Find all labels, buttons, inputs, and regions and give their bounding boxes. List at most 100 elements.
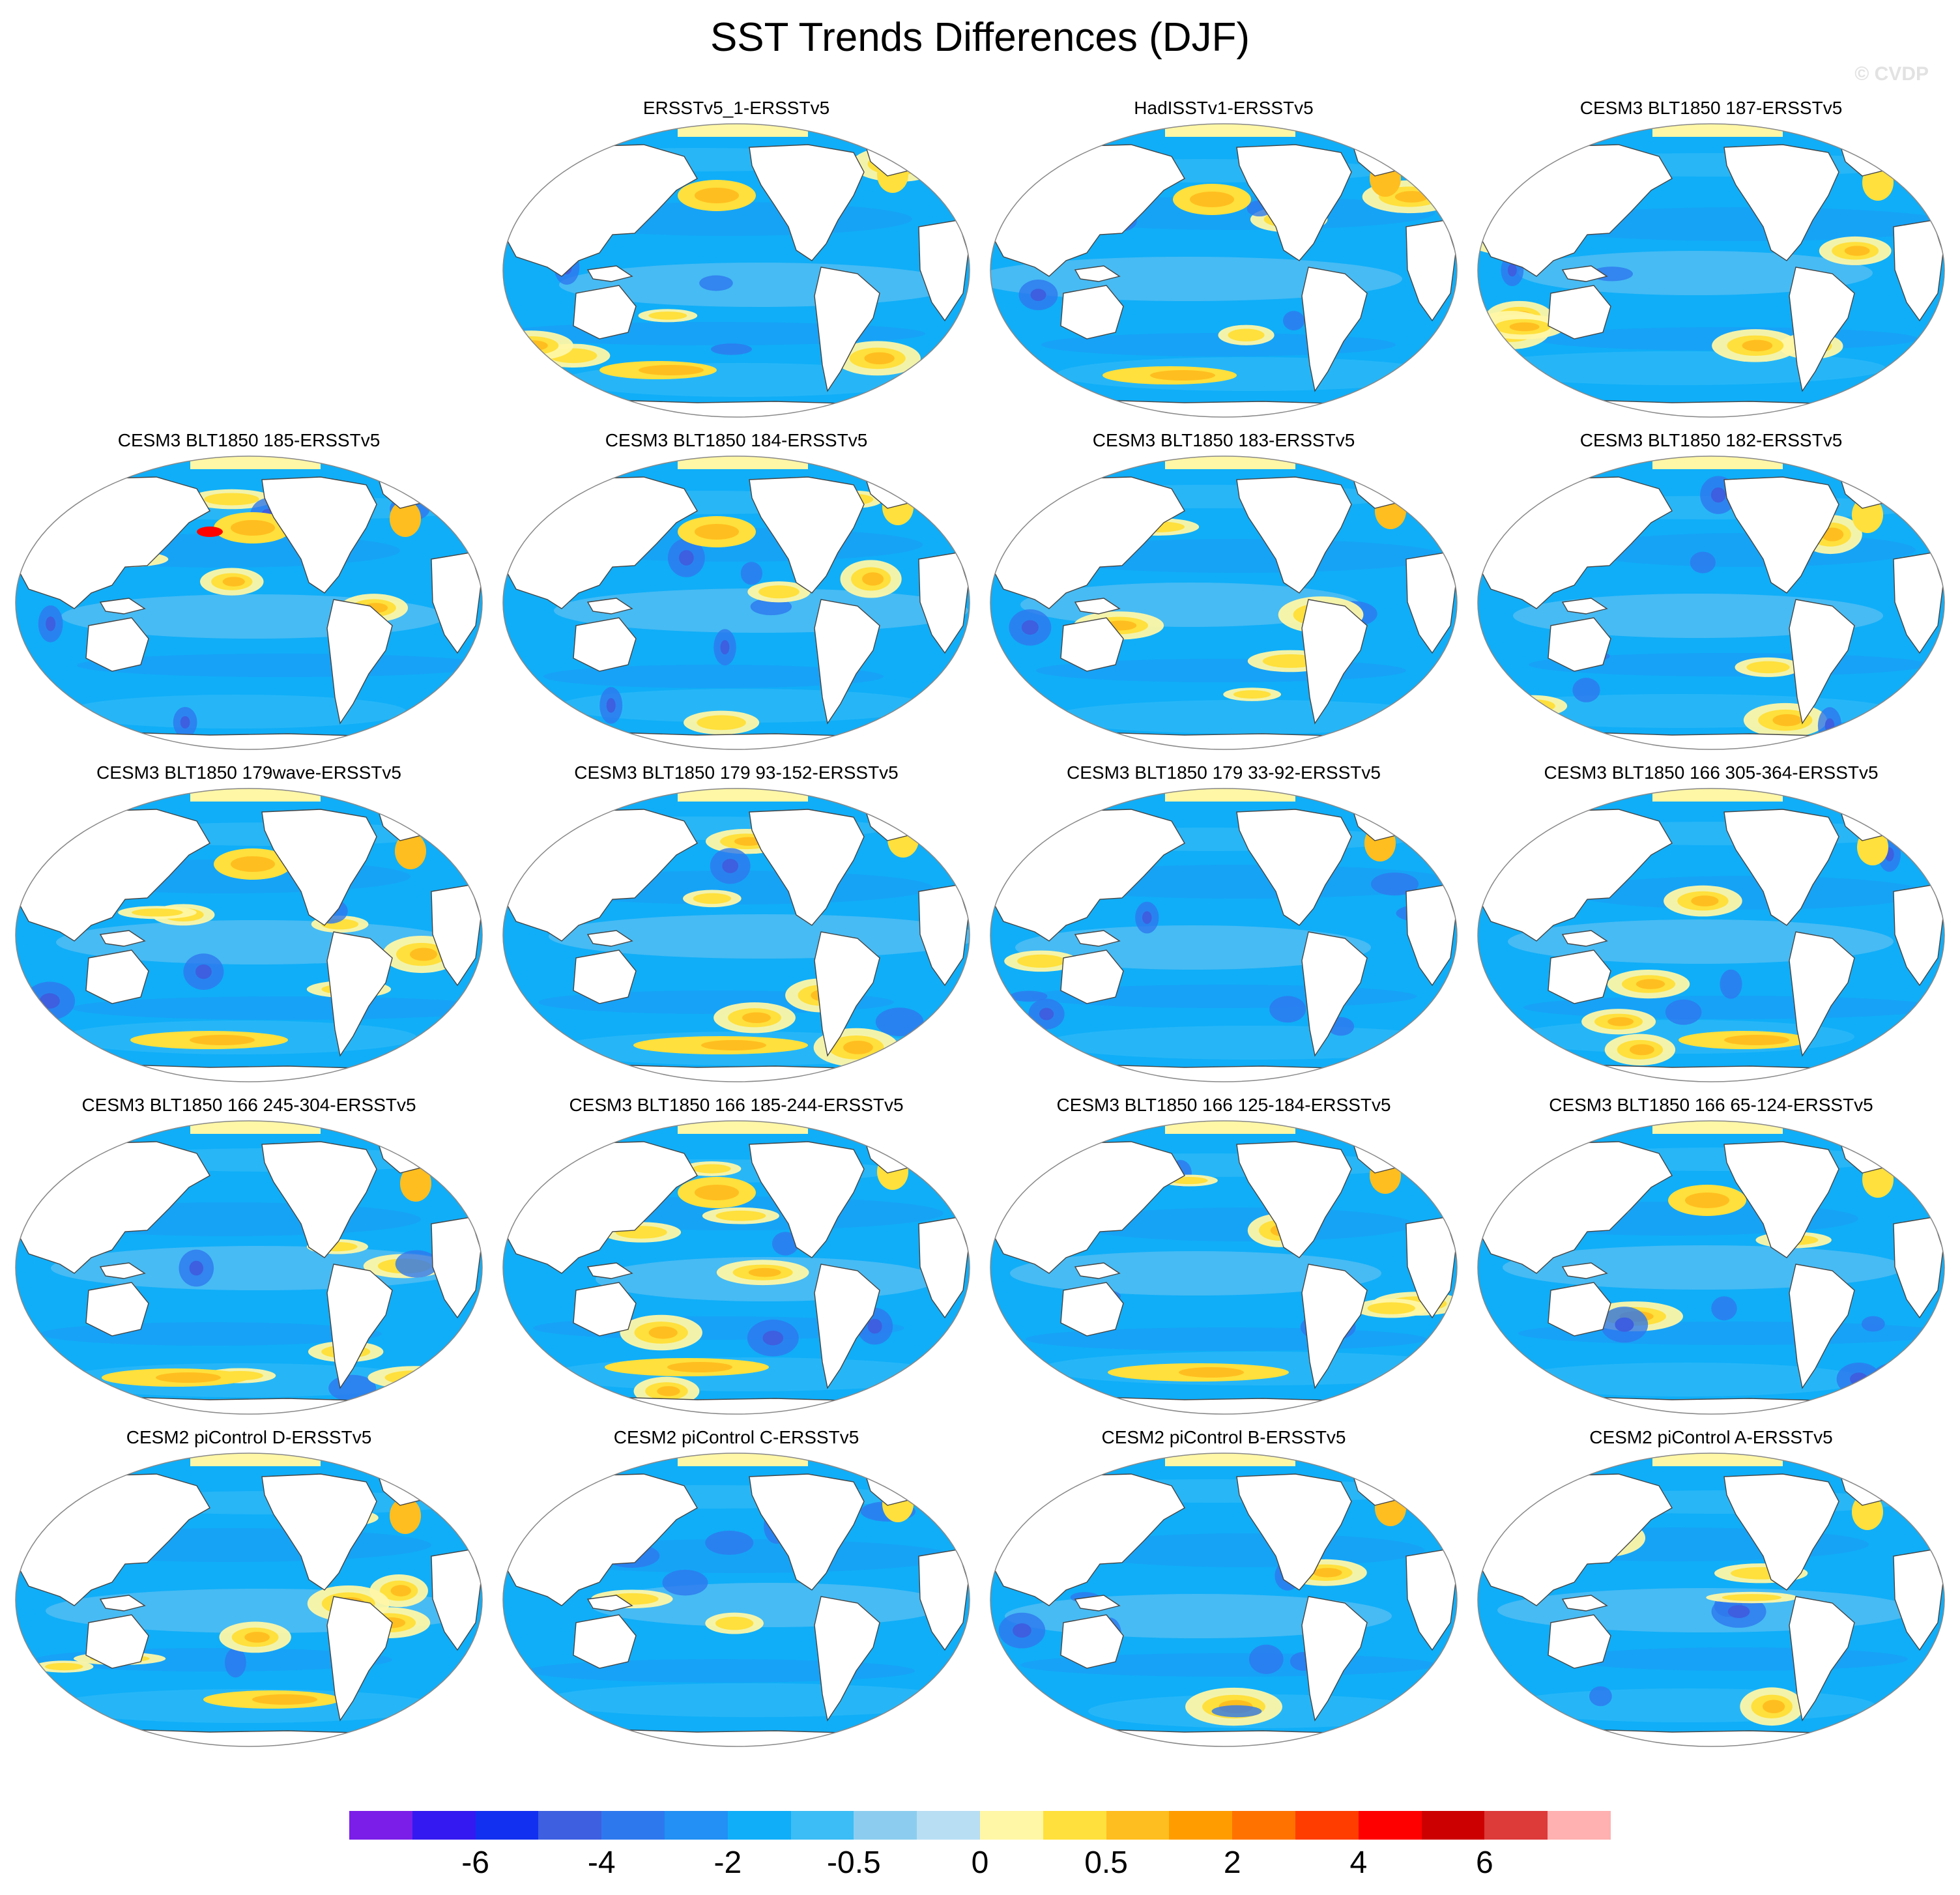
australia-landmass: [1060, 1282, 1124, 1337]
sst-trend-map: [1477, 455, 1946, 751]
sst-trend-map: [989, 123, 1458, 419]
antarctica-landmass: [526, 1396, 952, 1414]
colorbar-tick-label: -2: [713, 1845, 742, 1880]
indo-landmass: [1074, 930, 1121, 947]
colorbar-swatch: [979, 1811, 1043, 1840]
cvdp-watermark: © CVDP: [1854, 63, 1929, 85]
colorbar-swatch: [727, 1811, 791, 1840]
panel-title: CESM3 BLT1850 166 65-124-ERSSTv5: [1549, 1095, 1873, 1115]
australia-landmass: [573, 285, 637, 340]
colorbar-swatch: [1106, 1811, 1170, 1840]
antarctica-landmass: [1014, 399, 1439, 417]
sst-trend-map: [502, 1120, 971, 1416]
australia-landmass: [1548, 617, 1611, 672]
samerica-landmass: [1789, 267, 1855, 392]
sst-trend-map: [989, 1120, 1458, 1416]
namerica-landmass: [261, 809, 377, 926]
australia-landmass: [1548, 1282, 1611, 1337]
australia-landmass: [1060, 1614, 1124, 1669]
colorbar-swatch: [1169, 1811, 1233, 1840]
samerica-landmass: [814, 599, 880, 725]
map-panel: CESM3 BLT1850 166 245-304-ERSSTv5: [8, 1093, 490, 1419]
namerica-landmass: [1723, 809, 1839, 926]
antarctica-landmass: [1501, 1064, 1927, 1082]
indo-landmass: [586, 930, 633, 947]
colorbar-tick-label: 0: [971, 1845, 989, 1880]
map-panel: CESM2 piControl B-ERSSTv5: [983, 1426, 1465, 1752]
namerica-landmass: [1723, 476, 1839, 594]
colorbar-swatch: [854, 1811, 917, 1840]
samerica-landmass: [814, 1596, 880, 1722]
namerica-landmass: [1723, 1141, 1839, 1258]
sst-trend-map: [502, 787, 971, 1084]
australia-landmass: [1060, 617, 1124, 672]
sst-trend-map: [1477, 1452, 1946, 1748]
panel-title: CESM3 BLT1850 179 93-152-ERSSTv5: [574, 762, 899, 783]
australia-landmass: [85, 1614, 149, 1669]
indo-landmass: [1561, 1262, 1608, 1279]
australia-landmass: [1060, 285, 1124, 340]
australia-landmass: [1548, 285, 1611, 340]
indo-landmass: [586, 598, 633, 615]
samerica-landmass: [1301, 1596, 1368, 1722]
panel-title: CESM3 BLT1850 179wave-ERSSTv5: [96, 762, 401, 783]
colorbar-tick-label: 0.5: [1084, 1845, 1128, 1880]
figure-title: SST Trends Differences (DJF): [710, 15, 1250, 60]
map-panel: CESM3 BLT1850 182-ERSSTv5: [1470, 429, 1952, 755]
sst-trend-map: [1477, 123, 1946, 419]
namerica-landmass: [749, 809, 865, 926]
sst-trend-map: [1477, 787, 1946, 1084]
antarctica-landmass: [526, 732, 952, 749]
samerica-landmass: [1789, 931, 1855, 1057]
colorbar-tick-label: 4: [1349, 1845, 1368, 1880]
samerica-landmass: [814, 1264, 880, 1389]
indo-landmass: [99, 1595, 146, 1612]
map-panel: CESM3 BLT1850 185-ERSSTv5: [8, 429, 490, 755]
panel-title: CESM2 piControl D-ERSSTv5: [126, 1427, 372, 1447]
sst-trend-map: [989, 1452, 1458, 1748]
antarctica-landmass: [526, 1729, 952, 1746]
samerica-landmass: [326, 599, 393, 725]
namerica-landmass: [261, 1141, 377, 1258]
panel-title: CESM3 BLT1850 182-ERSSTv5: [1579, 430, 1843, 450]
colorbar-swatch: [601, 1811, 665, 1840]
panel-title: CESM2 piControl C-ERSSTv5: [613, 1427, 859, 1447]
indo-landmass: [1561, 265, 1608, 282]
map-panel: CESM3 BLT1850 166 125-184-ERSSTv5: [983, 1093, 1465, 1419]
colorbar-tick-label: -0.5: [827, 1845, 881, 1880]
australia-landmass: [1548, 949, 1611, 1004]
namerica-landmass: [1236, 476, 1352, 594]
map-panel: CESM3 BLT1850 166 305-364-ERSSTv5: [1470, 761, 1952, 1087]
australia-landmass: [1548, 1614, 1611, 1669]
australia-landmass: [85, 617, 149, 672]
sst-trend-map: [14, 787, 483, 1084]
colorbar: [349, 1811, 1611, 1840]
antarctica-landmass: [1014, 1396, 1439, 1414]
map-panel: CESM2 piControl D-ERSSTv5: [8, 1426, 490, 1752]
colorbar-swatch: [1421, 1811, 1485, 1840]
map-panel: CESM2 piControl A-ERSSTv5: [1470, 1426, 1952, 1752]
map-panel: CESM3 BLT1850 166 65-124-ERSSTv5: [1470, 1093, 1952, 1419]
australia-landmass: [573, 1282, 637, 1337]
sst-trend-map: [14, 1120, 483, 1416]
panel-title: CESM3 BLT1850 166 305-364-ERSSTv5: [1544, 762, 1879, 783]
samerica-landmass: [326, 931, 393, 1057]
samerica-landmass: [814, 931, 880, 1057]
indo-landmass: [1074, 598, 1121, 615]
namerica-landmass: [749, 144, 865, 261]
panel-title: CESM2 piControl A-ERSSTv5: [1589, 1427, 1833, 1447]
australia-landmass: [573, 949, 637, 1004]
colorbar-swatch: [1232, 1811, 1295, 1840]
sst-trend-map: [14, 455, 483, 751]
samerica-landmass: [1789, 1264, 1855, 1389]
sst-trend-map: [502, 123, 971, 419]
map-panel: CESM3 BLT1850 183-ERSSTv5: [983, 429, 1465, 755]
antarctica-landmass: [39, 1064, 465, 1082]
antarctica-landmass: [526, 1064, 952, 1082]
sst-trend-map: [989, 455, 1458, 751]
indo-landmass: [99, 930, 146, 947]
colorbar-swatch: [538, 1811, 602, 1840]
namerica-landmass: [749, 1473, 865, 1591]
panel-title: CESM3 BLT1850 185-ERSSTv5: [117, 430, 381, 450]
antarctica-landmass: [1501, 1396, 1927, 1414]
